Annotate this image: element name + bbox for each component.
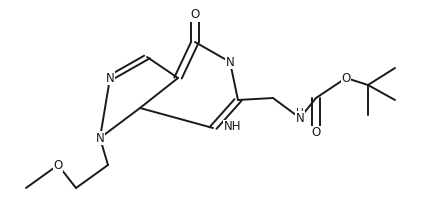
Text: N: N [296, 111, 304, 124]
Text: N: N [106, 72, 114, 85]
Text: O: O [190, 9, 200, 22]
Text: O: O [53, 158, 63, 172]
Text: N: N [226, 56, 234, 68]
Text: H: H [296, 107, 304, 118]
Text: O: O [341, 72, 351, 85]
Text: NH: NH [224, 120, 241, 133]
Text: N: N [95, 131, 104, 145]
Text: O: O [311, 126, 321, 140]
